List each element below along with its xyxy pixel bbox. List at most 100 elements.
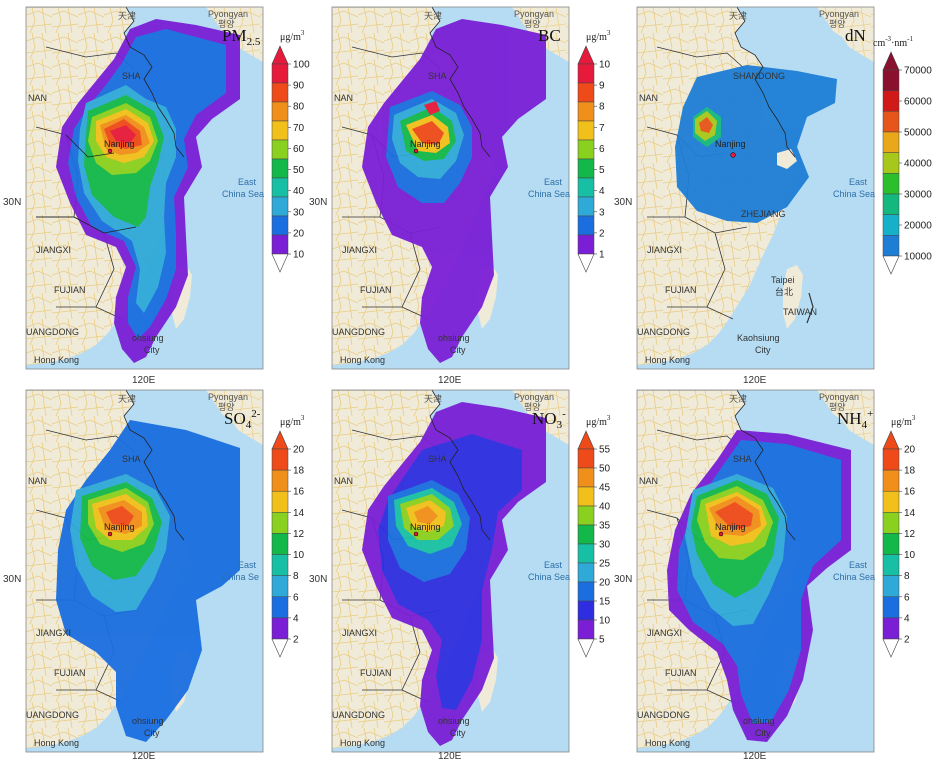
colorbar-unit: μg/m3 (280, 414, 305, 428)
colorbar-tick: 16 (293, 487, 305, 498)
label-tianjin: 天津 (118, 394, 136, 404)
label-zhejiang: ZHEJIANG (741, 209, 786, 219)
colorbar-band (577, 158, 595, 179)
label-sea-1: East (544, 560, 563, 570)
colorbar-band (882, 90, 900, 112)
label-sea-1: East (238, 177, 257, 187)
label-tianjin: 天津 (424, 394, 442, 404)
label-kaohsiung-city: City (755, 728, 771, 738)
colorbar-band (271, 63, 289, 84)
label-taipei-zh: 台北 (775, 286, 793, 297)
colorbar-tick: 18 (293, 466, 305, 477)
colorbar-tick: 14 (293, 508, 305, 519)
label-henan: NAN (639, 93, 658, 103)
colorbar-tick: 10 (599, 60, 611, 71)
label-henan: NAN (28, 476, 47, 486)
colorbar-tick: 70000 (904, 66, 932, 77)
map-nh4 (637, 390, 874, 752)
colorbar-band (577, 101, 595, 122)
colorbar-tick: 7 (599, 123, 605, 134)
label-pyongyang-ko: 평양 (524, 402, 541, 412)
label-fujian: FUJIAN (665, 285, 697, 295)
label-hong-kong: Hong Kong (645, 738, 690, 748)
colorbar-band (882, 111, 900, 133)
colorbar-band (577, 562, 595, 583)
label-kaohsiung-city: City (144, 345, 160, 355)
colorbar-band (271, 139, 289, 160)
colorbar-band (577, 524, 595, 545)
colorbar-tick: 100 (293, 60, 310, 71)
colorbar-unit: μg/m3 (280, 29, 305, 43)
species-dn: dN (845, 26, 866, 45)
label-kaohsiung-city: City (755, 345, 771, 355)
colorbar-tick: 8 (293, 571, 299, 582)
label-hong-kong: Hong Kong (340, 738, 385, 748)
colorbar-tick: 30 (293, 207, 305, 218)
label-guangdong: UANGDONG (332, 327, 385, 337)
label-kaohsiung-city: City (450, 728, 466, 738)
colorbar-band (577, 82, 595, 103)
species-no3: NO3- (532, 408, 566, 431)
colorbar-band (577, 448, 595, 469)
label-pyongyang: Pyongyan (514, 9, 554, 19)
label-fujian: FUJIAN (665, 668, 697, 678)
colorbar-band (271, 196, 289, 217)
colorbar-band (271, 158, 289, 179)
colorbar-tick: 10 (293, 550, 305, 561)
label-pyongyang-ko: 평양 (829, 402, 846, 412)
colorbar-band (577, 215, 595, 236)
colorbar-tick: 10000 (904, 252, 932, 263)
label-kaohsiung: Kaohsiung (737, 333, 780, 343)
colorbar-band (271, 448, 289, 471)
colorbar-band (577, 63, 595, 84)
label-pyongyang-ko: 평양 (524, 19, 541, 29)
label-taipei: Taipei (771, 275, 795, 285)
colorbar-band (577, 486, 595, 507)
colorbar-band (271, 617, 289, 640)
panel-so4: 天津 Pyongyan 평양 SHA NAN Nanjing East Chin… (25, 389, 264, 753)
label-pyongyang-ko: 평양 (829, 19, 846, 29)
panel-bc: 天津 Pyongyan 평양 SHA NAN Nanjing East Chin… (331, 6, 570, 370)
colorbar-band (577, 619, 595, 640)
label-kaohsiung: ohsiung (438, 333, 470, 343)
colorbar-tick: 60 (293, 144, 305, 155)
colorbar-tick: 55 (599, 445, 611, 456)
colorbar-tick: 6 (904, 592, 910, 603)
label-kaohsiung-city: City (144, 728, 160, 738)
colorbar-band (882, 448, 900, 471)
colorbar-unit: μg/m3 (586, 29, 611, 43)
species-bc: BC (538, 26, 561, 45)
lon-label-no3: 120E (438, 751, 462, 762)
label-guangdong: UANGDONG (26, 710, 79, 720)
lat-label-so4: 30N (3, 574, 21, 585)
label-pyongyang-ko: 평양 (218, 19, 235, 29)
label-guangdong: UANGDONG (637, 327, 690, 337)
panel-no3: 天津 Pyongyan 평양 SHA NAN Nanjing East Chin… (331, 389, 570, 753)
colorbar-band (882, 131, 900, 153)
colorbar-band (577, 139, 595, 160)
colorbar-tick: 18 (904, 466, 916, 477)
map-pm25 (26, 7, 263, 369)
label-nanjing: Nanjing (410, 139, 441, 149)
label-henan: NAN (28, 93, 47, 103)
colorbar-tick: 1 (599, 250, 605, 261)
colorbar-no3: μg/m3 55 50 45 40 35 30 25 20 15 10 5 (577, 414, 611, 658)
label-shandong: SHA (122, 454, 141, 464)
colorbar-band (882, 596, 900, 619)
colorbar-band (271, 215, 289, 236)
colorbar-tick: 30000 (904, 190, 932, 201)
colorbar-min-arrow (882, 638, 900, 658)
colorbar-tick: 30 (599, 540, 611, 551)
colorbar-max-arrow (271, 430, 289, 450)
colorbar-tick: 20 (293, 445, 305, 456)
label-fujian: FUJIAN (360, 668, 392, 678)
lat-label-pm25: 30N (3, 197, 21, 208)
colorbar-band (271, 469, 289, 492)
lat-label-nh4: 30N (614, 574, 632, 585)
colorbar-min-arrow (271, 253, 289, 273)
colorbar-band (882, 469, 900, 492)
colorbar-tick: 2 (599, 228, 605, 239)
colorbar-tick: 6 (599, 144, 605, 155)
colorbar-band (271, 490, 289, 513)
